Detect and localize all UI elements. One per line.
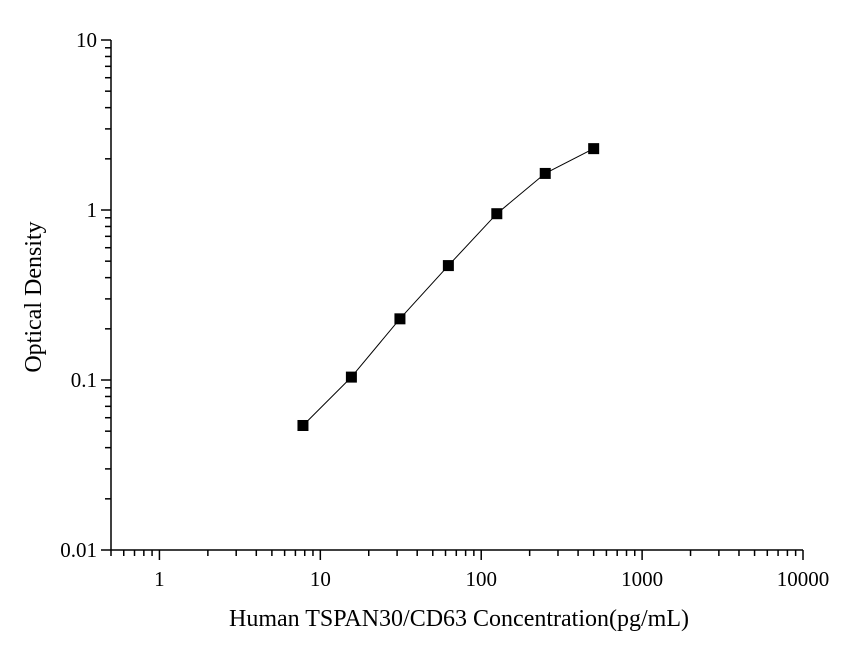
y-tick-label: 1 (87, 198, 98, 222)
x-tick-label: 1000 (621, 567, 663, 591)
data-point (394, 313, 406, 325)
x-axis-title: Human TSPAN30/CD63 Concentration(pg/mL) (229, 606, 689, 632)
x-ticks: 1 10 100 1000 10000 (110, 550, 830, 591)
y-ticks: 0.01 0.1 1 10 (60, 28, 111, 562)
series-layer (297, 143, 600, 431)
y-tick-label: 0.01 (60, 538, 97, 562)
data-point (442, 260, 454, 272)
y-tick-label: 0.1 (71, 368, 97, 392)
data-point (539, 167, 551, 179)
x-tick-label: 10000 (777, 567, 830, 591)
series-line (302, 148, 594, 426)
data-point (491, 208, 503, 220)
x-tick-label: 1 (154, 567, 165, 591)
data-point (297, 419, 309, 431)
y-tick-label: 10 (76, 28, 97, 52)
axes (110, 40, 803, 551)
x-tick-label: 10 (310, 567, 331, 591)
y-axis-title: Optical Density (21, 221, 47, 372)
x-tick-label: 100 (465, 567, 497, 591)
data-point (345, 371, 357, 383)
data-point (588, 143, 600, 155)
